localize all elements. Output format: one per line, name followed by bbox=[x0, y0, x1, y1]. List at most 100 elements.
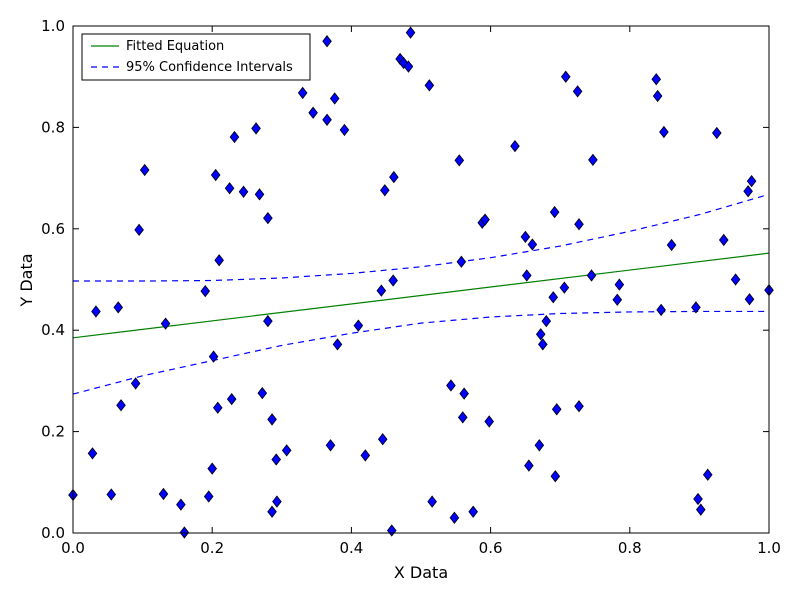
x-tick-label: 0.2 bbox=[200, 539, 224, 557]
data-point bbox=[226, 393, 237, 406]
data-point bbox=[527, 238, 538, 251]
data-point bbox=[208, 350, 219, 363]
data-point bbox=[200, 285, 211, 298]
data-point bbox=[360, 449, 371, 462]
data-point bbox=[743, 185, 753, 198]
data-point bbox=[251, 122, 261, 135]
data-point bbox=[541, 314, 552, 328]
data-point bbox=[549, 205, 560, 219]
legend-fit-label: Fitted Equation bbox=[126, 39, 224, 54]
points-layer bbox=[68, 26, 774, 539]
data-point bbox=[238, 185, 249, 198]
data-point bbox=[459, 387, 469, 400]
data-point bbox=[179, 526, 190, 539]
data-point bbox=[380, 184, 390, 197]
data-point bbox=[651, 73, 662, 86]
x-tick-label: 0.6 bbox=[479, 539, 503, 557]
data-point bbox=[446, 379, 456, 392]
data-point bbox=[652, 89, 663, 103]
data-point bbox=[212, 401, 223, 414]
data-point bbox=[695, 503, 706, 516]
data-point bbox=[224, 182, 235, 195]
legend: Fitted Equation 95% Confidence Intervals bbox=[81, 33, 311, 81]
y-tick-label: 0.0 bbox=[41, 524, 65, 542]
data-point bbox=[449, 511, 460, 524]
data-point bbox=[480, 213, 490, 226]
data-point bbox=[91, 305, 101, 318]
data-point bbox=[297, 86, 308, 100]
data-point bbox=[388, 274, 398, 287]
data-point bbox=[588, 153, 598, 166]
data-point bbox=[691, 301, 701, 314]
data-point bbox=[389, 170, 399, 184]
data-point bbox=[325, 439, 336, 452]
data-point bbox=[520, 230, 531, 244]
x-tick-label: 0.0 bbox=[61, 539, 85, 557]
data-point bbox=[574, 400, 584, 413]
data-point bbox=[87, 447, 98, 460]
y-tick-label: 1.0 bbox=[41, 17, 65, 35]
data-point bbox=[281, 444, 292, 457]
data-point bbox=[510, 140, 520, 153]
data-point bbox=[560, 70, 571, 83]
data-point bbox=[656, 303, 666, 317]
data-point bbox=[332, 338, 343, 351]
data-point bbox=[113, 301, 124, 314]
data-point bbox=[322, 35, 332, 48]
data-point bbox=[424, 79, 435, 92]
data-point bbox=[322, 113, 332, 126]
y-axis-label: Y Data bbox=[17, 253, 36, 307]
data-point bbox=[176, 498, 186, 511]
data-point bbox=[659, 125, 669, 139]
plot-frame bbox=[72, 25, 770, 534]
ci-lower-line bbox=[73, 310, 769, 395]
data-point bbox=[329, 92, 340, 105]
data-point bbox=[272, 495, 282, 508]
data-point bbox=[534, 439, 545, 452]
data-point bbox=[702, 468, 713, 481]
legend-ci-label: 95% Confidence Intervals bbox=[126, 60, 293, 75]
data-point bbox=[263, 212, 273, 225]
curves-layer bbox=[73, 193, 769, 395]
data-point bbox=[521, 269, 532, 282]
data-point bbox=[548, 291, 559, 304]
data-point bbox=[468, 505, 478, 518]
y-tick-label: 0.2 bbox=[41, 423, 65, 441]
data-point bbox=[614, 278, 625, 291]
x-axis-label: X Data bbox=[394, 563, 448, 582]
data-point bbox=[229, 130, 240, 144]
data-point bbox=[267, 413, 277, 426]
data-point bbox=[106, 488, 117, 501]
data-point bbox=[456, 255, 467, 268]
data-point bbox=[535, 328, 546, 341]
data-point bbox=[538, 338, 548, 351]
data-point bbox=[353, 319, 364, 332]
data-point bbox=[586, 269, 597, 282]
data-point bbox=[386, 524, 397, 537]
data-point bbox=[405, 26, 416, 39]
data-point bbox=[308, 106, 318, 119]
data-point bbox=[271, 453, 282, 466]
data-point bbox=[559, 281, 570, 294]
data-point bbox=[427, 495, 437, 508]
x-tick-label: 1.0 bbox=[757, 539, 781, 557]
data-point bbox=[267, 505, 277, 518]
data-point bbox=[130, 377, 141, 390]
y-tick-label: 0.8 bbox=[41, 118, 65, 136]
data-point bbox=[263, 314, 273, 328]
data-point bbox=[116, 399, 126, 412]
data-point bbox=[551, 403, 562, 416]
data-point bbox=[718, 233, 729, 247]
data-point bbox=[550, 470, 561, 483]
data-point bbox=[254, 188, 265, 201]
data-point bbox=[139, 163, 150, 177]
data-point bbox=[134, 223, 144, 236]
data-point bbox=[612, 293, 623, 306]
data-point bbox=[730, 273, 741, 286]
x-tick-label: 0.8 bbox=[618, 539, 642, 557]
data-point bbox=[207, 462, 217, 475]
data-point bbox=[572, 85, 583, 98]
data-point bbox=[339, 123, 350, 137]
ci-upper-line bbox=[73, 193, 769, 282]
data-point bbox=[484, 415, 495, 428]
